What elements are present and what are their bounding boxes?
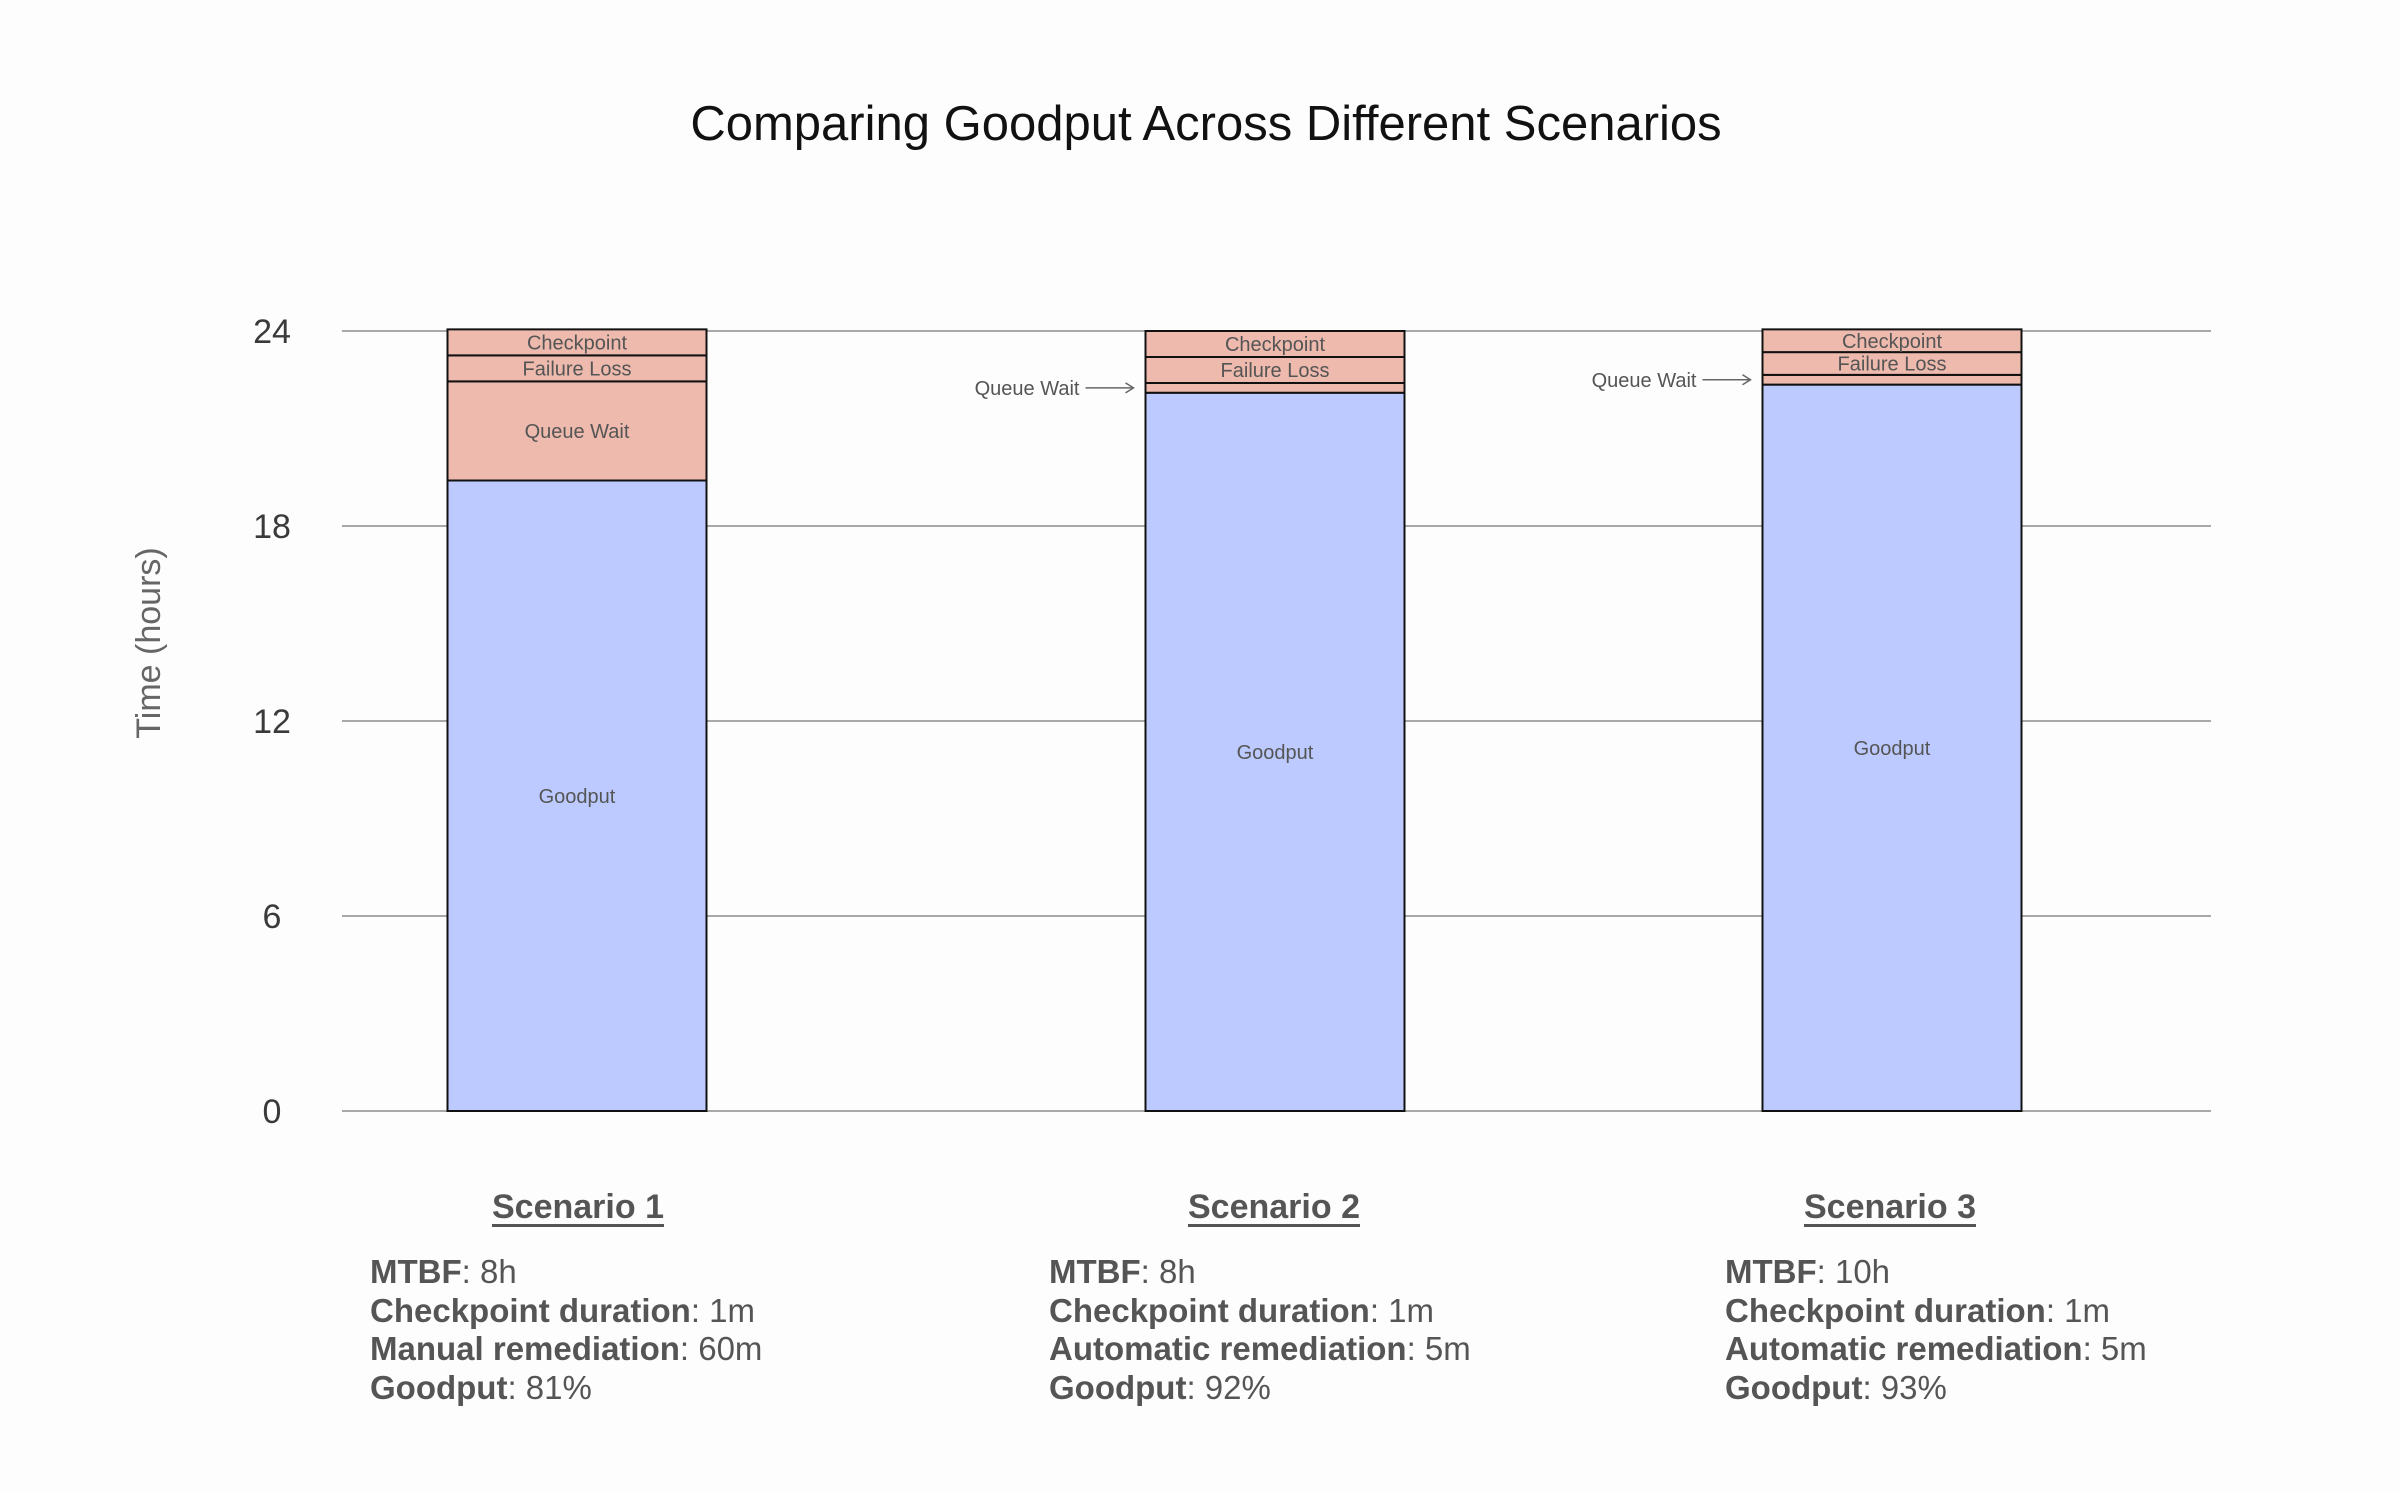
segment-label: Goodput — [1237, 742, 1314, 764]
scenario-2-params: MTBF: 8h Checkpoint duration: 1m Automat… — [1049, 1253, 1544, 1407]
bar-2 — [1144, 330, 1406, 1112]
scenario-param-line: MTBF: 8h — [370, 1253, 848, 1292]
bar-segment-goodput — [446, 479, 708, 1112]
bar-segment-checkpoint — [1761, 328, 2023, 354]
scenario-3-info: Scenario 3 MTBF: 10h Checkpoint duration… — [1620, 1188, 2160, 1407]
segment-label: Failure Loss — [1221, 360, 1330, 382]
scenario-3-title: Scenario 3 — [1804, 1188, 1976, 1226]
segment-callout-label: Queue Wait — [1592, 370, 1697, 392]
scenario-2-title: Scenario 2 — [1188, 1188, 1360, 1226]
param-value: : 5m — [1406, 1330, 1471, 1367]
segment-label: Goodput — [539, 786, 616, 808]
param-key: Automatic remediation — [1049, 1330, 1407, 1367]
param-key: MTBF — [1049, 1253, 1141, 1290]
param-key: Manual remediation — [370, 1330, 680, 1367]
scenario-param-line: Manual remediation: 60m — [370, 1330, 848, 1369]
segment-label: Queue Wait — [525, 421, 630, 443]
param-value: : 81% — [507, 1368, 592, 1406]
callout-arrowhead — [1125, 382, 1135, 394]
param-value: : 93% — [1862, 1368, 1947, 1406]
scenario-param-line: Goodput: 81% — [370, 1369, 848, 1408]
scenario-1-info: Scenario 1 MTBF: 8h Checkpoint duration:… — [308, 1188, 848, 1407]
y-tick-label: 24 — [253, 313, 291, 351]
scenario-param-line: Goodput: 93% — [1725, 1369, 2160, 1408]
param-value: : 8h — [1140, 1253, 1196, 1290]
param-value: : 1m — [1369, 1291, 1435, 1329]
segment-label: Checkpoint — [1842, 331, 1943, 353]
bar-segment-queue-wait — [1761, 373, 2023, 386]
param-key: MTBF — [1725, 1253, 1817, 1290]
segment-label: Checkpoint — [527, 332, 628, 354]
segment-label: Checkpoint — [1225, 334, 1326, 356]
param-key: Goodput — [370, 1368, 508, 1406]
scenario-param-line: Checkpoint duration: 1m — [1725, 1292, 2160, 1331]
bar-segment-checkpoint — [446, 328, 708, 357]
scenario-1-params: MTBF: 8h Checkpoint duration: 1m Manual … — [370, 1253, 848, 1407]
segment-label: Failure Loss — [1838, 354, 1947, 376]
chart-title: Comparing Goodput Across Different Scena… — [690, 97, 1721, 151]
param-key: Checkpoint duration — [1049, 1291, 1370, 1329]
bar-segment-queue-wait — [446, 380, 708, 482]
param-value: : 8h — [461, 1253, 517, 1290]
param-key: Goodput — [1049, 1368, 1187, 1406]
y-tick-label: 0 — [263, 1093, 282, 1131]
scenario-param-line: Goodput: 92% — [1049, 1369, 1544, 1408]
scenario-param-line: Automatic remediation: 5m — [1725, 1330, 2160, 1369]
param-value: : 5m — [2082, 1330, 2147, 1367]
bar-segment-goodput — [1761, 383, 2023, 1112]
param-value: : 10h — [1816, 1253, 1891, 1290]
segment-label: Failure Loss — [523, 358, 632, 380]
scenario-3-params: MTBF: 10h Checkpoint duration: 1m Automa… — [1725, 1253, 2160, 1407]
scenario-param-line: Checkpoint duration: 1m — [370, 1292, 848, 1331]
segment-callout-label: Queue Wait — [975, 378, 1080, 400]
param-value: : 1m — [2045, 1291, 2111, 1329]
param-key: Goodput — [1725, 1368, 1863, 1406]
bar-3 — [1761, 328, 2023, 1112]
param-value: : 60m — [679, 1330, 763, 1367]
y-tick-label: 12 — [253, 703, 291, 741]
scenario-2-info: Scenario 2 MTBF: 8h Checkpoint duration:… — [1004, 1188, 1544, 1407]
y-tick-label: 6 — [263, 898, 282, 936]
scenario-param-line: Checkpoint duration: 1m — [1049, 1292, 1544, 1331]
param-key: Automatic remediation — [1725, 1330, 2083, 1367]
param-value: : 92% — [1186, 1368, 1271, 1406]
param-key: Checkpoint duration — [370, 1291, 691, 1329]
scenario-1-title: Scenario 1 — [492, 1188, 664, 1226]
bar-segment-checkpoint — [1144, 330, 1406, 358]
scenario-param-line: MTBF: 8h — [1049, 1253, 1544, 1292]
scenario-param-line: MTBF: 10h — [1725, 1253, 2160, 1292]
bar-segment-failure-loss — [446, 354, 708, 383]
y-axis-label: Time (hours) — [130, 547, 168, 738]
y-axis-ticks: 0 6 12 18 24 — [253, 313, 291, 1131]
callout-arrowhead — [1742, 374, 1752, 386]
param-value: : 1m — [690, 1291, 756, 1329]
scenario-param-line: Automatic remediation: 5m — [1049, 1330, 1544, 1369]
bar-segment-queue-wait — [1144, 382, 1406, 394]
y-tick-label: 18 — [253, 508, 291, 546]
bar-1 — [446, 328, 708, 1112]
bar-segment-goodput — [1144, 391, 1406, 1112]
param-key: MTBF — [370, 1253, 462, 1290]
bars — [446, 328, 2023, 1112]
segment-label: Goodput — [1854, 738, 1931, 760]
param-key: Checkpoint duration — [1725, 1291, 2046, 1329]
